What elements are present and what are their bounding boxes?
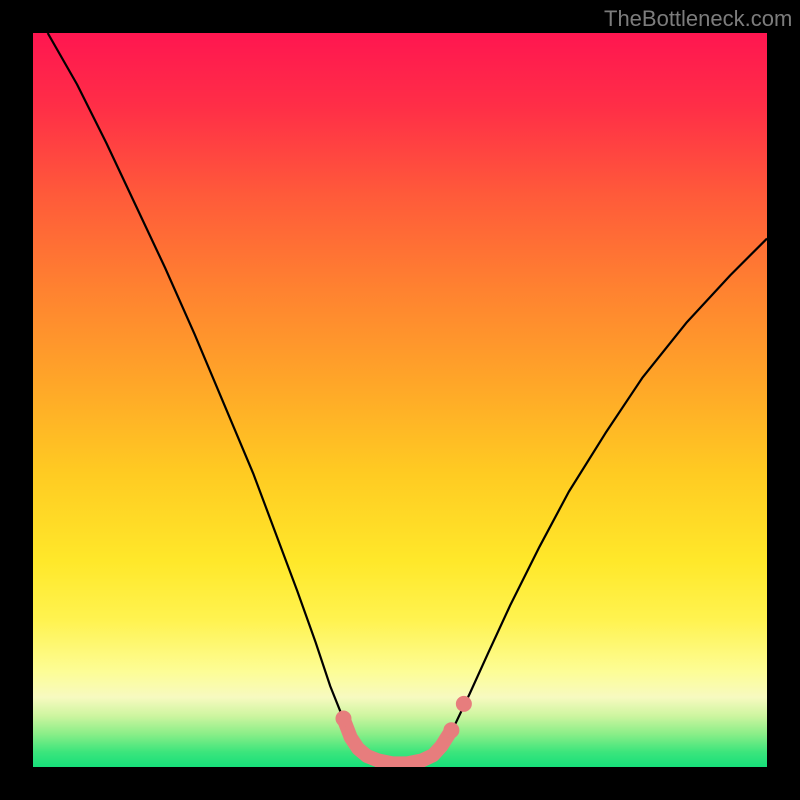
chart-container: TheBottleneck.com bbox=[0, 0, 800, 800]
highlight-start-dot bbox=[335, 711, 351, 727]
bottleneck-chart bbox=[0, 0, 800, 800]
highlight-detached-dot bbox=[456, 696, 472, 712]
highlight-end-dot bbox=[443, 722, 459, 738]
plot-background bbox=[33, 33, 767, 767]
watermark-text: TheBottleneck.com bbox=[604, 6, 792, 32]
